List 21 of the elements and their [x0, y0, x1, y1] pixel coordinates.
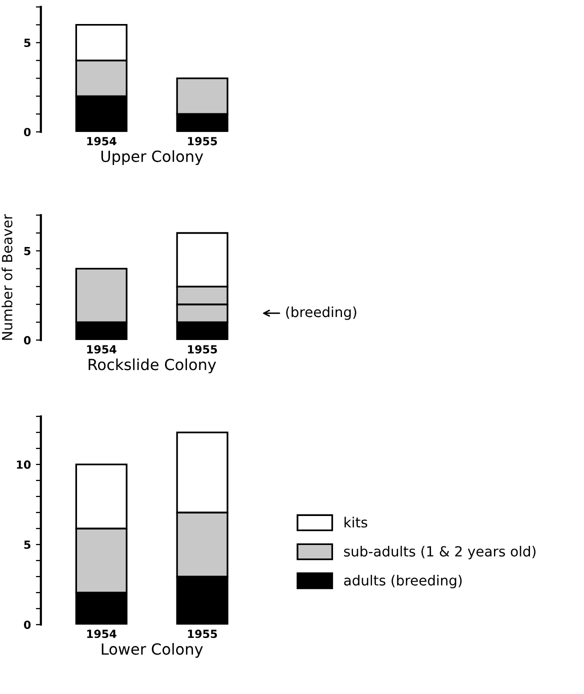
y-tick-label: 5: [24, 38, 30, 48]
x-tick-label: 1954: [87, 345, 116, 354]
legend-label: adults (breeding): [344, 574, 462, 588]
legend-label: sub-adults (1 & 2 years old): [344, 546, 536, 560]
x-axis-title: Upper Colony: [101, 150, 204, 166]
text: (breeding): [286, 306, 356, 320]
y-tick-label: 0: [24, 336, 31, 344]
x-tick-label: 1954: [87, 630, 116, 638]
x-tick-label: 1955: [188, 345, 217, 354]
y-tick-label: 5: [24, 246, 30, 256]
x-tick-label: 1955: [188, 630, 217, 638]
x-axis-title: Rockslide Colony: [88, 358, 216, 374]
x-tick-label: 1955: [188, 136, 217, 146]
y-axis-title: Number of Beaver: [2, 214, 12, 340]
x-tick-label: 1954: [87, 136, 116, 146]
x-axis-title: Lower Colony: [102, 642, 203, 658]
y-tick-label: 10: [16, 460, 31, 469]
y-tick-label: 5: [24, 540, 30, 549]
y-tick-label: 0: [24, 128, 31, 136]
y-tick-label: 0: [24, 620, 31, 629]
legend-label: kits: [344, 516, 368, 528]
